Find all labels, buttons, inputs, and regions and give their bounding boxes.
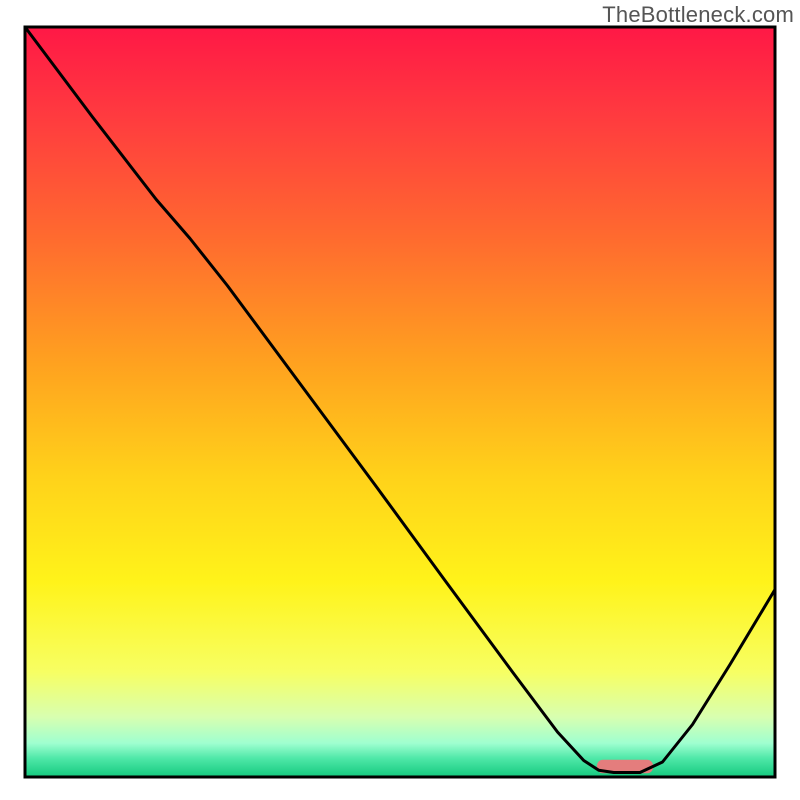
bottleneck-chart-svg [0,0,800,800]
plot-background [25,27,775,777]
figure-root: TheBottleneck.com [0,0,800,800]
watermark-text: TheBottleneck.com [602,2,794,28]
